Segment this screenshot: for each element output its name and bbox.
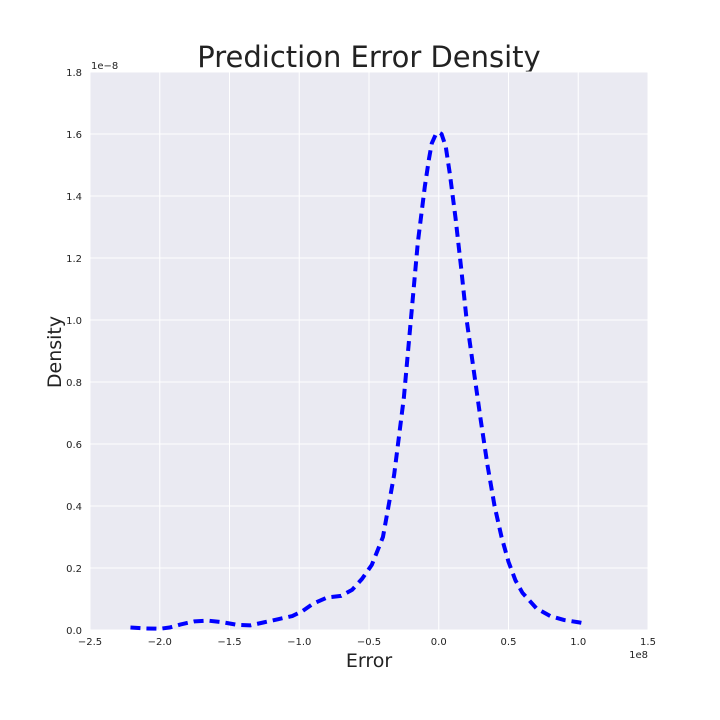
y-tick-label: 0.6: [66, 440, 82, 451]
x-tick-label: −0.5: [357, 637, 381, 648]
x-tick-label: 1.5: [640, 637, 656, 648]
y-tick-label: 1.4: [66, 192, 82, 203]
x-offset-label: 1e8: [629, 650, 648, 661]
y-axis-ticks: 0.0 0.2 0.4 0.6 0.8 1.0 1.2 1.4 1.6 1.8: [66, 68, 82, 637]
x-axis-label: Error: [346, 650, 393, 672]
y-tick-label: 1.8: [66, 68, 82, 79]
y-tick-label: 1.6: [66, 130, 82, 141]
y-tick-label: 0.4: [66, 502, 82, 513]
x-tick-label: 1.0: [570, 637, 586, 648]
x-tick-label: −2.5: [78, 637, 102, 648]
density-line: [130, 130, 587, 631]
y-tick-label: 0.0: [66, 626, 82, 637]
x-tick-label: 0.0: [431, 637, 447, 648]
y-offset-label: 1e−8: [91, 61, 118, 72]
x-tick-label: −2.0: [148, 637, 172, 648]
x-axis-ticks: −2.5 −2.0 −1.5 −1.0 −0.5 0.0 0.5 1.0 1.5: [78, 637, 656, 648]
chart-title: Prediction Error Density: [197, 40, 540, 74]
x-tick-label: −1.0: [287, 637, 311, 648]
y-tick-label: 0.2: [66, 564, 82, 575]
density-line-layer: [130, 130, 587, 631]
y-tick-label: 1.0: [66, 316, 82, 327]
x-tick-label: −1.5: [217, 637, 241, 648]
x-tick-label: 0.5: [501, 637, 517, 648]
y-axis-label: Density: [44, 316, 66, 388]
y-tick-label: 1.2: [66, 254, 82, 265]
y-tick-label: 0.8: [66, 378, 82, 389]
